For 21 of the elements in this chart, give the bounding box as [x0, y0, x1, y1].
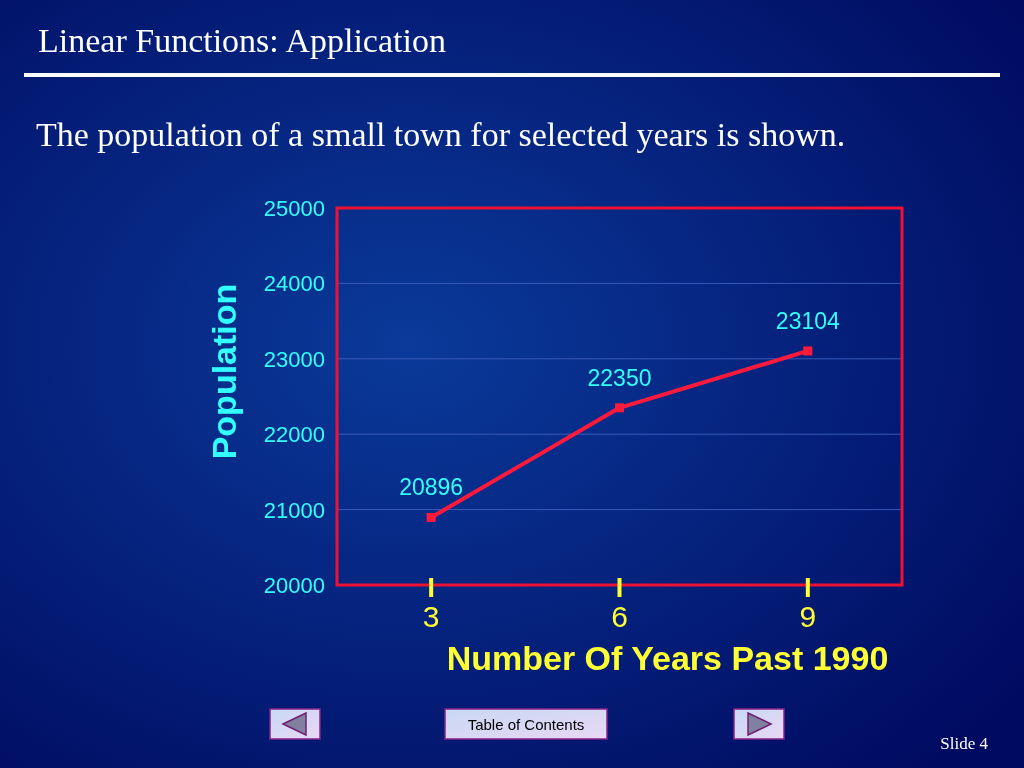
data-label: 23104 [775, 307, 841, 334]
y-axis-title: Population [205, 283, 243, 460]
data-label: 22350 [587, 364, 652, 391]
x-axis-title: Number Of Years Past 1990 [446, 639, 889, 677]
y-tick-label: 24000 [263, 271, 325, 297]
point [426, 512, 436, 522]
y-tick-label: 25000 [263, 196, 325, 221]
chart-title: Linear Functions: Application [38, 22, 446, 59]
chart-subtitle: The population of a small town for selected years is shown. [36, 116, 846, 153]
x-tick-label: 6 [611, 600, 628, 633]
y-tick-label: 20000 [263, 573, 325, 598]
point [615, 403, 624, 413]
data-label: 20896 [399, 474, 464, 501]
y-tick-label: 21000 [263, 497, 325, 523]
x-tick-label: 3 [422, 600, 440, 633]
text: Slide 4 [940, 734, 989, 753]
x-tick-label: 9 [799, 600, 817, 633]
y-tick-label: 22000 [263, 422, 325, 448]
point [803, 346, 813, 356]
y-tick-label: 23000 [263, 346, 325, 372]
text: Table of Contents [467, 716, 585, 733]
